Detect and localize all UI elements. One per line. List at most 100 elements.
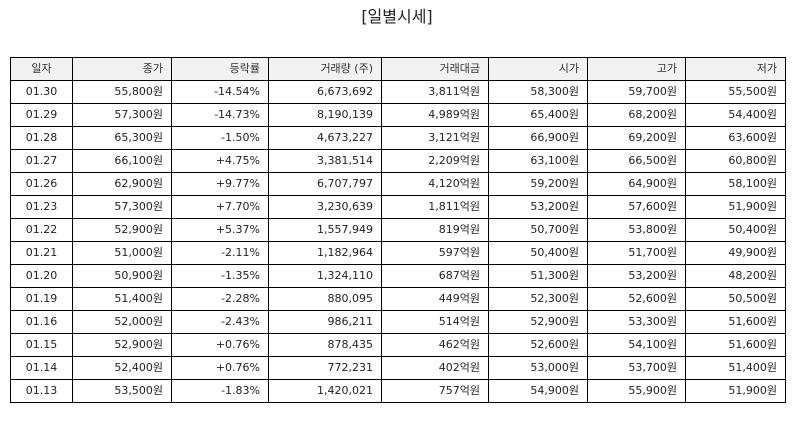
- cell-change: -14.73%: [171, 103, 269, 127]
- table-row: 01.19 51,400원 -2.28% 880,095 449억원 52,300원 52,…: [10, 287, 786, 311]
- table-header-row: 일자 종가 등락률 거래량 (주) 거래대금 시가 고가 저가: [10, 57, 786, 81]
- cell-amount: 1,811억원: [381, 195, 489, 219]
- header-close: 종가: [72, 57, 172, 81]
- cell-low: 55,500원: [685, 80, 786, 104]
- cell-volume: 880,095: [268, 287, 382, 311]
- table-row: 01.30 55,800원 -14.54% 6,673,692 3,811억원 58,30…: [10, 80, 786, 104]
- cell-amount: 4,120억원: [381, 172, 489, 196]
- cell-low: 51,600원: [685, 310, 786, 334]
- cell-high: 52,600원: [587, 287, 686, 311]
- table-row: 01.29 57,300원 -14.73% 8,190,139 4,989억원 65,40…: [10, 103, 786, 127]
- cell-low: 54,400원: [685, 103, 786, 127]
- cell-volume: 3,230,639: [268, 195, 382, 219]
- cell-low: 50,500원: [685, 287, 786, 311]
- cell-open: 52,900원: [488, 310, 588, 334]
- cell-open: 59,200원: [488, 172, 588, 196]
- cell-amount: 3,811억원: [381, 80, 489, 104]
- cell-close: 55,800원: [72, 80, 172, 104]
- cell-low: 49,900원: [685, 241, 786, 265]
- cell-date: 01.21: [10, 241, 73, 265]
- cell-change: -1.83%: [171, 379, 269, 403]
- cell-close: 50,900원: [72, 264, 172, 288]
- cell-amount: 3,121억원: [381, 126, 489, 150]
- cell-low: 51,900원: [685, 379, 786, 403]
- cell-amount: 402억원: [381, 356, 489, 380]
- cell-high: 57,600원: [587, 195, 686, 219]
- header-open: 시가: [488, 57, 588, 81]
- cell-volume: 6,707,797: [268, 172, 382, 196]
- table-row: 01.20 50,900원 -1.35% 1,324,110 687억원 51,300원 5…: [10, 264, 786, 288]
- cell-date: 01.29: [10, 103, 73, 127]
- cell-high: 66,500원: [587, 149, 686, 173]
- cell-high: 59,700원: [587, 80, 686, 104]
- cell-close: 52,000원: [72, 310, 172, 334]
- cell-date: 01.13: [10, 379, 73, 403]
- cell-high: 53,800원: [587, 218, 686, 242]
- cell-close: 52,900원: [72, 333, 172, 357]
- cell-amount: 2,209억원: [381, 149, 489, 173]
- cell-close: 62,900원: [72, 172, 172, 196]
- table-row: 01.21 51,000원 -2.11% 1,182,964 597억원 50,400원 5…: [10, 241, 786, 265]
- cell-open: 53,200원: [488, 195, 588, 219]
- table-row: 01.14 52,400원 +0.76% 772,231 402억원 53,000원 53,…: [10, 356, 786, 380]
- cell-amount: 819억원: [381, 218, 489, 242]
- table-row: 01.16 52,000원 -2.43% 986,211 514억원 52,900원 53,…: [10, 310, 786, 334]
- cell-volume: 1,420,021: [268, 379, 382, 403]
- cell-low: 58,100원: [685, 172, 786, 196]
- cell-low: 63,600원: [685, 126, 786, 150]
- cell-open: 50,400원: [488, 241, 588, 265]
- cell-amount: 462억원: [381, 333, 489, 357]
- table-row: 01.23 57,300원 +7.70% 3,230,639 1,811억원 53,200…: [10, 195, 786, 219]
- cell-high: 64,900원: [587, 172, 686, 196]
- cell-low: 51,400원: [685, 356, 786, 380]
- cell-volume: 1,557,949: [268, 218, 382, 242]
- cell-date: 01.19: [10, 287, 73, 311]
- cell-high: 55,900원: [587, 379, 686, 403]
- cell-date: 01.14: [10, 356, 73, 380]
- cell-high: 51,700원: [587, 241, 686, 265]
- cell-open: 52,300원: [488, 287, 588, 311]
- header-low: 저가: [685, 57, 786, 81]
- cell-change: -14.54%: [171, 80, 269, 104]
- page-title: [일별시세]: [361, 7, 433, 26]
- cell-amount: 687억원: [381, 264, 489, 288]
- cell-date: 01.22: [10, 218, 73, 242]
- cell-open: 63,100원: [488, 149, 588, 173]
- cell-change: -2.28%: [171, 287, 269, 311]
- cell-low: 48,200원: [685, 264, 786, 288]
- cell-date: 01.26: [10, 172, 73, 196]
- table-row: 01.13 53,500원 -1.83% 1,420,021 757억원 54,900원 5…: [10, 379, 786, 403]
- cell-high: 54,100원: [587, 333, 686, 357]
- header-high: 고가: [587, 57, 686, 81]
- cell-close: 52,900원: [72, 218, 172, 242]
- cell-low: 60,800원: [685, 149, 786, 173]
- cell-close: 53,500원: [72, 379, 172, 403]
- cell-volume: 3,381,514: [268, 149, 382, 173]
- cell-change: +5.37%: [171, 218, 269, 242]
- cell-close: 51,400원: [72, 287, 172, 311]
- cell-high: 53,200원: [587, 264, 686, 288]
- cell-date: 01.15: [10, 333, 73, 357]
- cell-close: 66,100원: [72, 149, 172, 173]
- cell-change: +0.76%: [171, 356, 269, 380]
- cell-date: 01.30: [10, 80, 73, 104]
- table-row: 01.22 52,900원 +5.37% 1,557,949 819억원 50,700원 5…: [10, 218, 786, 242]
- cell-date: 01.27: [10, 149, 73, 173]
- cell-date: 01.28: [10, 126, 73, 150]
- header-volume: 거래량 (주): [268, 57, 382, 81]
- cell-open: 65,400원: [488, 103, 588, 127]
- cell-amount: 4,989억원: [381, 103, 489, 127]
- cell-volume: 986,211: [268, 310, 382, 334]
- cell-volume: 772,231: [268, 356, 382, 380]
- cell-close: 57,300원: [72, 103, 172, 127]
- table-row: 01.15 52,900원 +0.76% 878,435 462억원 52,600원 54,…: [10, 333, 786, 357]
- daily-price-table: 일자 종가 등락률 거래량 (주) 거래대금 시가 고가 저가 01.30 55,…: [10, 57, 786, 403]
- cell-volume: 4,673,227: [268, 126, 382, 150]
- cell-change: -2.11%: [171, 241, 269, 265]
- table-body: 01.30 55,800원 -14.54% 6,673,692 3,811억원 58,30…: [10, 80, 786, 403]
- cell-high: 68,200원: [587, 103, 686, 127]
- cell-open: 51,300원: [488, 264, 588, 288]
- cell-date: 01.20: [10, 264, 73, 288]
- table-row: 01.27 66,100원 +4.75% 3,381,514 2,209억원 63,100…: [10, 149, 786, 173]
- header-amount: 거래대금: [381, 57, 489, 81]
